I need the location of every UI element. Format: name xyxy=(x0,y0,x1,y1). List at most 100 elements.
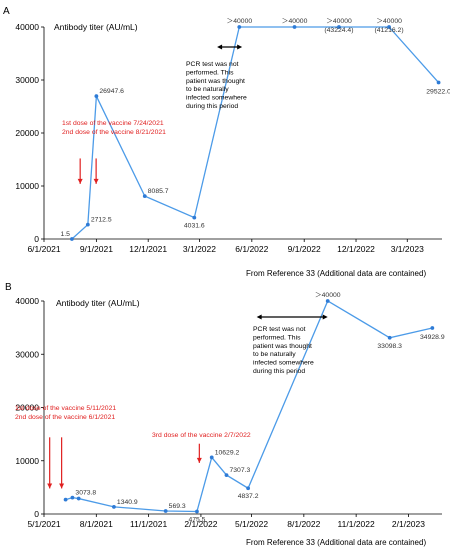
series-line xyxy=(65,300,433,513)
infection-period-arrowhead xyxy=(322,314,328,320)
y-tick-label: 40000 xyxy=(15,22,39,32)
panel-b: B Antibody titer (AU/mL) 0 10000 20000 3000… xyxy=(5,282,445,547)
vaccine-arrow-head xyxy=(59,483,65,489)
vaccine-annotation: 2nd dose of the vaccine 8/21/2021 xyxy=(62,129,166,136)
vaccine-arrow-head xyxy=(77,178,83,184)
vaccine-annotation: 2nd dose of the vaccine 6/1/2021 xyxy=(15,414,115,421)
data-point xyxy=(163,509,168,513)
data-label: 34928.9 xyxy=(420,334,445,341)
data-label: 1.5 xyxy=(60,231,70,238)
data-label: ＞40000 xyxy=(376,18,402,25)
data-label: 7307.3 xyxy=(230,467,251,474)
data-point xyxy=(337,25,341,29)
pcr-annotation: during this period xyxy=(253,368,305,375)
data-point xyxy=(237,25,242,29)
y-tick-label: 20000 xyxy=(15,403,39,413)
pcr-annotation: during this period xyxy=(186,103,238,110)
data-point xyxy=(94,94,99,99)
data-point xyxy=(192,215,197,220)
x-tick-label: 8/1/2021 xyxy=(80,519,113,529)
third-dose-arrow-head xyxy=(196,457,202,463)
data-point xyxy=(76,496,81,501)
vaccine-arrow-head xyxy=(93,178,99,184)
panel-label: B xyxy=(5,282,12,293)
infection-period-arrowhead xyxy=(237,44,243,50)
data-label: 10629.2 xyxy=(215,449,240,456)
data-point xyxy=(112,504,116,509)
data-point xyxy=(69,237,74,241)
x-tick-label: 6/1/2022 xyxy=(235,244,268,254)
data-point xyxy=(387,335,392,340)
x-tick-label: 2/1/2023 xyxy=(392,519,425,529)
data-point xyxy=(387,25,391,29)
data-point xyxy=(292,25,297,29)
series-line xyxy=(71,26,440,240)
y-tick-label: 30000 xyxy=(15,75,39,85)
x-tick-label: 12/1/2021 xyxy=(129,244,167,254)
infection-period-arrowhead xyxy=(217,44,223,50)
data-label: ＞40000 xyxy=(315,292,341,299)
x-tick-label: 8/1/2022 xyxy=(287,519,320,529)
x-tick-label: 5/1/2022 xyxy=(235,519,268,529)
y-tick-label: 30000 xyxy=(15,349,39,359)
y-tick-label: 10000 xyxy=(15,456,39,466)
x-tick-label: 11/1/2022 xyxy=(338,519,375,529)
panel-label: A xyxy=(3,6,10,17)
data-sublabel: (41216.2) xyxy=(374,27,403,34)
data-label: ＞40000 xyxy=(282,18,308,25)
pcr-annotation: performed. This xyxy=(186,69,234,76)
plot-area-a: 0 10000 20000 30000 40000 6/1/2021 9/1/2021 12/… xyxy=(15,18,450,254)
data-point xyxy=(436,80,441,85)
data-point xyxy=(142,194,147,199)
data-label: 8085.7 xyxy=(148,188,169,195)
pcr-annotation: patient was thought xyxy=(186,78,245,85)
x-tick-label: 11/1/2021 xyxy=(130,519,167,529)
x-tick-label: 2/1/2022 xyxy=(184,519,217,529)
data-point xyxy=(195,509,199,514)
data-label: 2712.5 xyxy=(91,217,112,224)
data-point xyxy=(246,486,251,491)
y-tick-label: 40000 xyxy=(15,296,39,306)
data-label: 4837.2 xyxy=(238,493,259,500)
x-tick-label: 5/1/2021 xyxy=(27,519,60,529)
data-sublabel: (43224.4) xyxy=(324,27,353,34)
data-label: ＞40000 xyxy=(226,18,252,25)
y-tick-label: 20000 xyxy=(15,128,39,138)
source-note: From Reference 33 (Additional data are c… xyxy=(246,269,426,278)
y-tick-label: 10000 xyxy=(15,181,39,191)
x-tick-label: 6/1/2021 xyxy=(27,244,60,254)
data-label: 26947.6 xyxy=(99,88,124,95)
source-note: From Reference 33 (Additional data are c… xyxy=(246,538,426,547)
data-label: 29522.0 xyxy=(426,89,450,96)
pcr-annotation: PCR test was not xyxy=(186,61,239,68)
data-label: ＞40000 xyxy=(326,18,352,25)
vaccine-annotation: 1st dose of the vaccine 5/11/2021 xyxy=(15,405,116,412)
pcr-annotation: infected somewhere xyxy=(186,95,247,102)
x-tick-label: 3/1/2022 xyxy=(183,244,216,254)
data-label: 1340.9 xyxy=(117,499,138,506)
data-label: 475.5 xyxy=(188,516,205,523)
data-point xyxy=(224,473,229,477)
x-tick-label: 9/1/2022 xyxy=(288,244,321,254)
data-label: 33098.3 xyxy=(377,343,402,350)
third-dose-annotation: 3rd dose of the vaccine 2/7/2022 xyxy=(152,432,251,439)
pcr-annotation: infected somewhere xyxy=(253,360,314,367)
y-tick-label: 0 xyxy=(34,234,39,244)
y-axis-title: Antibody titer (AU/mL) xyxy=(56,298,140,308)
infection-period-arrowhead xyxy=(256,314,262,320)
data-point xyxy=(209,455,214,460)
pcr-annotation: PCR test was not xyxy=(253,326,306,333)
plot-area-b: 0 10000 20000 30000 40000 5/1/2021 8/1/2021 11/… xyxy=(15,292,445,529)
data-label: 569.3 xyxy=(169,503,186,510)
x-tick-label: 3/1/2023 xyxy=(391,244,424,254)
vaccine-annotation: 1st dose of the vaccine 7/24/2021 xyxy=(62,120,164,127)
pcr-annotation: patient was thought xyxy=(253,343,312,350)
pcr-annotation: to be naturally xyxy=(186,86,229,93)
y-tick-label: 0 xyxy=(34,509,39,519)
y-axis-title: Antibody titer (AU/mL) xyxy=(54,22,138,32)
data-label: 3073.8 xyxy=(75,490,96,497)
data-label: 4031.6 xyxy=(184,223,205,230)
data-point xyxy=(430,326,435,330)
pcr-annotation: performed. This xyxy=(253,334,301,341)
